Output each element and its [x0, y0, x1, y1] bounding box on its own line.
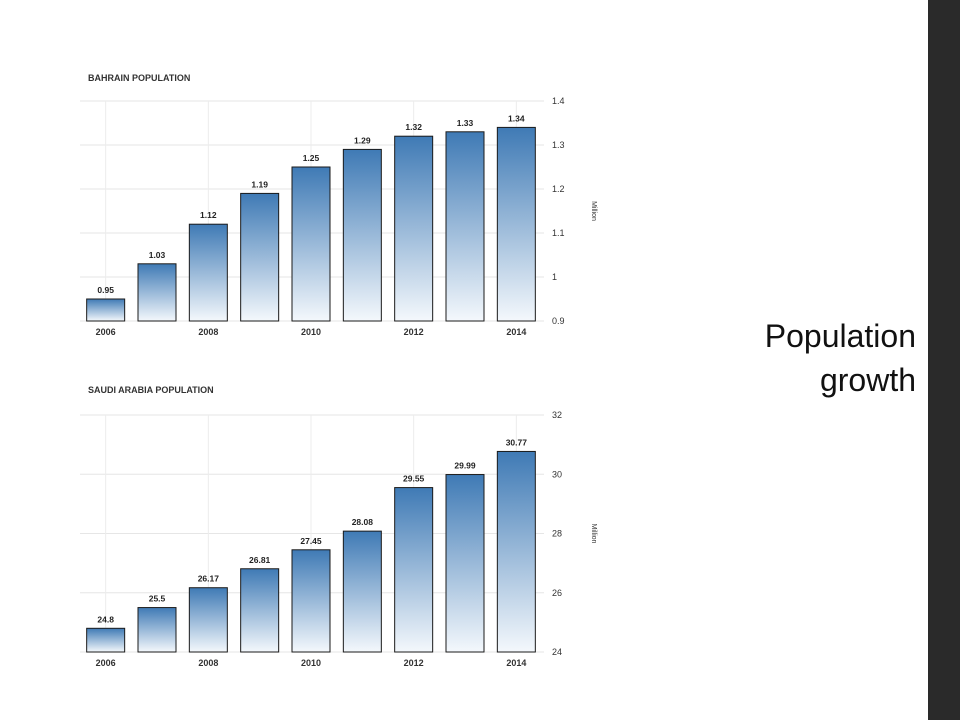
data-label-2009: 26.81	[249, 555, 271, 565]
slide-title-line-2: growth	[819, 362, 916, 398]
bar-2010	[291, 166, 331, 322]
bar-2006	[86, 627, 126, 653]
x-tick-label: 2008	[198, 327, 218, 337]
bar-2008	[188, 587, 228, 653]
bar-2012	[394, 135, 434, 322]
bar-2007	[137, 263, 177, 322]
y-tick-label: 1.4	[552, 96, 565, 106]
y-tick-label: 0.9	[552, 316, 565, 326]
x-tick-label: 2008	[198, 658, 218, 668]
data-label-2008: 1.12	[200, 210, 217, 220]
y-tick-label: 1	[552, 272, 557, 282]
y-axis-unit-label: Million	[590, 524, 597, 544]
chart-title: SAUDI ARABIA POPULATION	[88, 385, 214, 395]
x-tick-label: 2014	[506, 327, 526, 337]
data-label-2007: 1.03	[149, 250, 166, 260]
x-tick-label: 2010	[301, 327, 321, 337]
y-tick-label: 1.2	[552, 184, 565, 194]
y-tick-label: 32	[552, 410, 562, 420]
slide-title-line-1: Population	[764, 318, 916, 354]
data-label-2010: 27.45	[300, 536, 322, 546]
x-tick-label: 2010	[301, 658, 321, 668]
bar-2013	[445, 474, 485, 653]
x-tick-label: 2006	[96, 658, 116, 668]
bahrain-population-chart: BAHRAIN POPULATION 0.9 1 1.1 1.2 1.3 1.4 0.95 1.…	[80, 73, 597, 337]
x-tick-label: 2012	[404, 658, 424, 668]
data-label-2007: 25.5	[149, 594, 166, 604]
data-label-2014: 30.77	[506, 437, 528, 447]
data-label-2013: 29.99	[454, 461, 476, 471]
bar-2009	[240, 192, 280, 322]
y-tick-label: 1.1	[552, 228, 565, 238]
decorative-border-strip	[928, 0, 960, 720]
data-label-2009: 1.19	[251, 179, 268, 189]
data-label-2012: 29.55	[403, 474, 425, 484]
data-label-2008: 26.17	[198, 574, 220, 584]
bar-2009	[240, 568, 280, 653]
y-tick-label: 28	[552, 529, 562, 539]
data-label-2011: 1.29	[354, 135, 371, 145]
bar-2010	[291, 549, 331, 653]
data-label-2012: 1.32	[405, 122, 422, 132]
data-label-2006: 0.95	[97, 285, 114, 295]
data-label-2010: 1.25	[303, 153, 320, 163]
x-tick-label: 2006	[96, 327, 116, 337]
y-tick-label: 24	[552, 647, 562, 657]
data-label-2013: 1.33	[457, 118, 474, 128]
bar-2011	[342, 148, 382, 322]
x-tick-label: 2012	[404, 327, 424, 337]
slide-title: Population growth	[656, 314, 916, 402]
bar-2014	[496, 126, 536, 322]
data-label-2014: 1.34	[508, 113, 525, 123]
bar-2014	[496, 450, 536, 653]
data-label-2006: 24.8	[97, 614, 114, 624]
bar-2007	[137, 607, 177, 653]
y-axis-unit-label: Million	[590, 201, 597, 221]
y-tick-label: 26	[552, 588, 562, 598]
bar-2008	[188, 223, 228, 322]
bar-2011	[342, 530, 382, 653]
saudi-arabia-population-chart: SAUDI ARABIA POPULATION 24 26 28 30 32 24.8 25.…	[80, 385, 597, 668]
data-label-2011: 28.08	[352, 517, 374, 527]
x-tick-label: 2014	[506, 658, 526, 668]
bar-2006	[86, 298, 126, 322]
bar-2012	[394, 487, 434, 653]
chart-title: BAHRAIN POPULATION	[88, 73, 190, 83]
y-tick-label: 1.3	[552, 140, 565, 150]
y-tick-label: 30	[552, 469, 562, 479]
bar-2013	[445, 131, 485, 322]
